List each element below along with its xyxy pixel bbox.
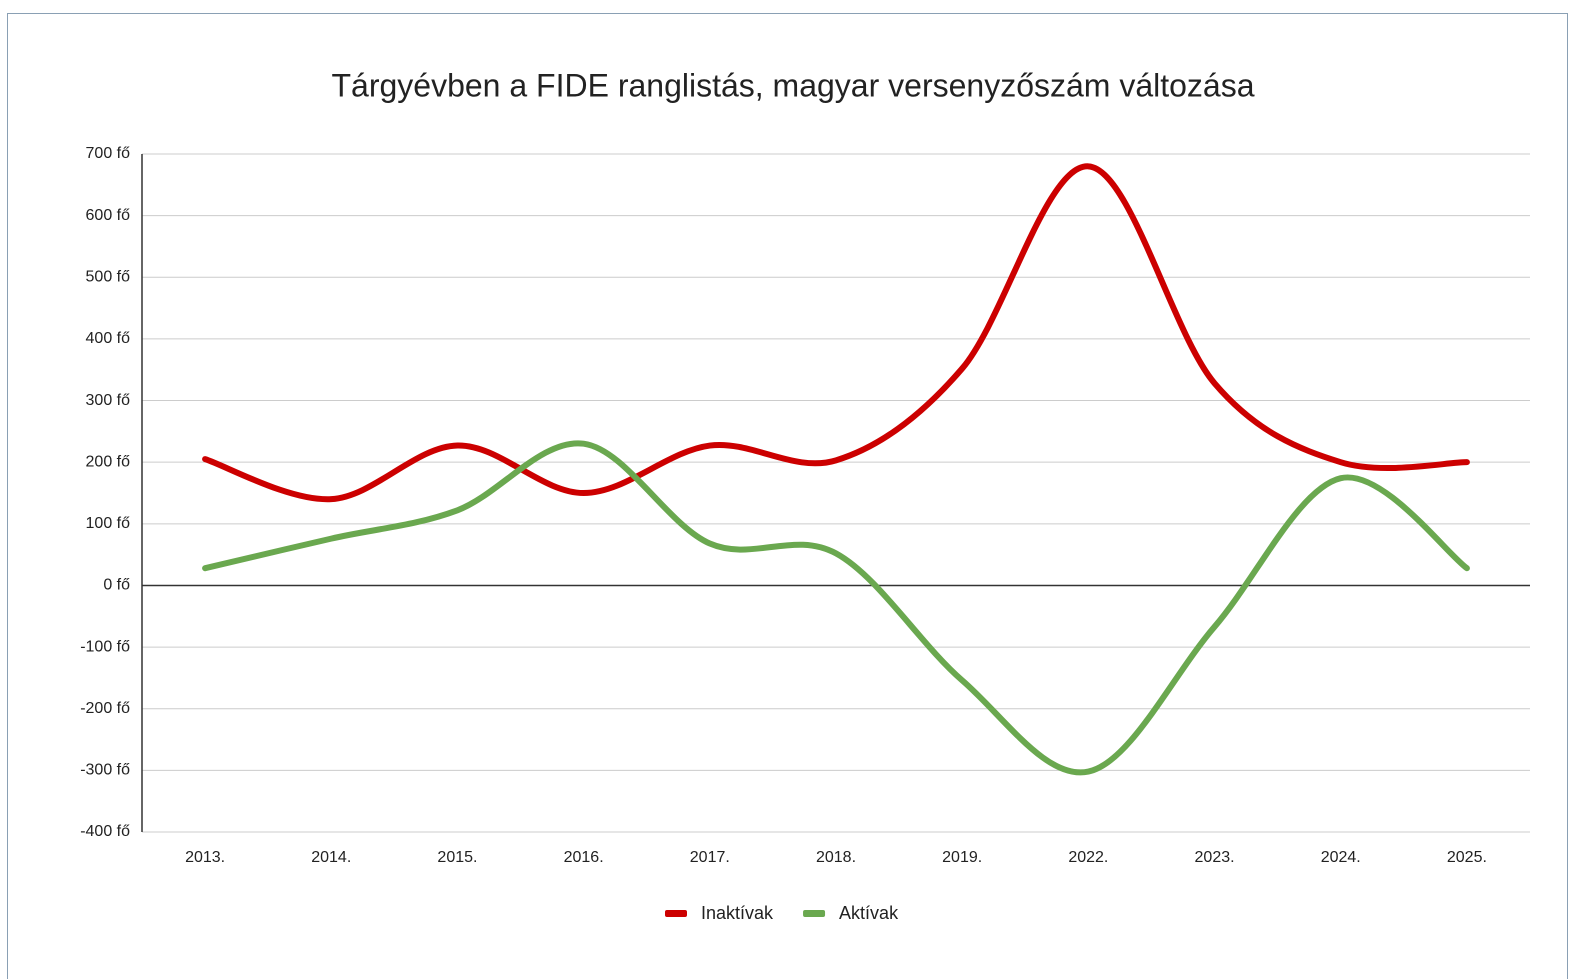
x-tick-label: 2014.	[311, 849, 351, 866]
legend-label: Aktívak	[839, 903, 899, 923]
frame	[7, 13, 1568, 979]
y-tick-label: 200 fő	[86, 453, 131, 470]
line-series	[202, 163, 1470, 503]
x-tick-label: 2024.	[1321, 849, 1361, 866]
x-tick-label: 2022.	[1068, 849, 1108, 866]
y-tick-label: 400 fő	[86, 330, 131, 347]
legend-swatch	[665, 910, 687, 917]
x-tick-label: 2017.	[690, 849, 730, 866]
legend-swatch	[803, 910, 826, 917]
chart-title: Tárgyévben a FIDE ranglistás, magyar ver…	[331, 67, 1254, 103]
legend-label: Inaktívak	[701, 903, 774, 923]
x-tick-label: 2025.	[1447, 849, 1487, 866]
line-series	[202, 440, 1470, 776]
y-tick-label: 500 fő	[86, 268, 131, 285]
y-tick-label: 100 fő	[86, 515, 131, 532]
x-tick-label: 2018.	[816, 849, 856, 866]
y-tick-label: 0 fő	[103, 577, 130, 594]
x-tick-label: 2019.	[942, 849, 982, 866]
y-tick-label: 600 fő	[86, 207, 131, 224]
y-tick-label: -300 fő	[80, 762, 130, 779]
x-tick-label: 2016.	[564, 849, 604, 866]
x-tick-label: 2013.	[185, 849, 225, 866]
y-tick-label: -100 fő	[80, 638, 130, 655]
x-tick-label: 2015.	[437, 849, 477, 866]
y-tick-label: 300 fő	[86, 392, 131, 409]
x-tick-label: 2023.	[1195, 849, 1235, 866]
y-tick-label: 700 fő	[86, 145, 131, 162]
y-tick-label: -200 fő	[80, 700, 130, 717]
y-tick-label: -400 fő	[80, 823, 130, 840]
